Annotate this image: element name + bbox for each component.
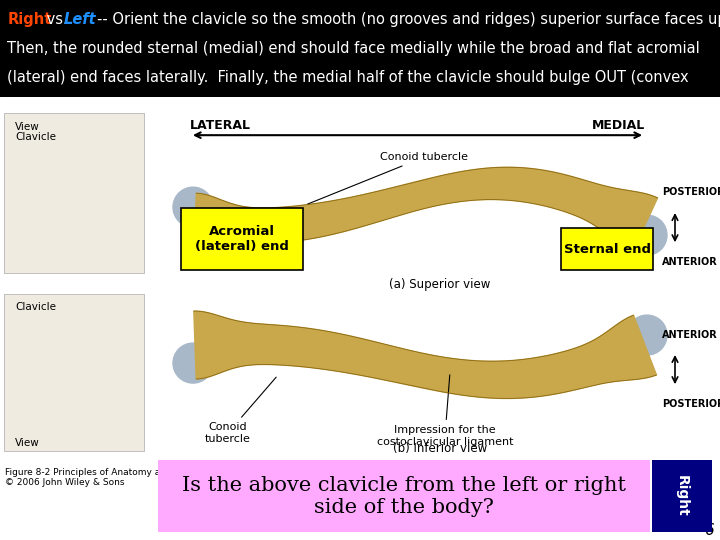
Circle shape bbox=[173, 343, 213, 383]
Text: MEDIAL: MEDIAL bbox=[592, 119, 645, 132]
Text: View: View bbox=[15, 122, 40, 132]
Text: Conoid tubercle: Conoid tubercle bbox=[307, 152, 468, 204]
Text: (a) Superior view: (a) Superior view bbox=[390, 278, 491, 291]
FancyBboxPatch shape bbox=[4, 294, 144, 451]
Text: -- Orient the clavicle so the smooth (no grooves and ridges) superior surface fa: -- Orient the clavicle so the smooth (no… bbox=[97, 12, 720, 26]
Text: Then, the rounded sternal (medial) end should face medially while the broad and : Then, the rounded sternal (medial) end s… bbox=[7, 41, 700, 56]
Polygon shape bbox=[194, 311, 657, 399]
FancyBboxPatch shape bbox=[652, 460, 712, 532]
Text: View: View bbox=[15, 438, 40, 448]
Text: Acromial
(lateral) end: Acromial (lateral) end bbox=[195, 225, 289, 253]
Text: Right: Right bbox=[7, 12, 52, 26]
Text: 6: 6 bbox=[704, 523, 714, 538]
Text: Right: Right bbox=[675, 475, 689, 517]
Text: Figure 8-2 Principles of Anatomy and Physiology, 11/e
© 2006 John Wiley & Sons: Figure 8-2 Principles of Anatomy and Phy… bbox=[5, 468, 249, 488]
Polygon shape bbox=[194, 167, 657, 257]
FancyBboxPatch shape bbox=[4, 113, 144, 273]
Text: vs.: vs. bbox=[42, 12, 72, 26]
Text: ANTERIOR: ANTERIOR bbox=[662, 257, 718, 267]
Text: LATERAL: LATERAL bbox=[190, 119, 251, 132]
Text: Clavicle: Clavicle bbox=[15, 302, 56, 312]
Text: anteriorly) first followed by its lateral half bulges IN (concave posteriorly).: anteriorly) first followed by its latera… bbox=[7, 97, 550, 112]
Circle shape bbox=[627, 215, 667, 255]
Circle shape bbox=[627, 315, 667, 355]
Text: Impression for the
costoclavicular ligament: Impression for the costoclavicular ligam… bbox=[377, 375, 513, 447]
Text: Clavicle: Clavicle bbox=[15, 132, 56, 142]
Text: (lateral) end faces laterally.  Finally, the medial half of the clavicle should : (lateral) end faces laterally. Finally, … bbox=[7, 70, 689, 85]
FancyBboxPatch shape bbox=[181, 208, 303, 270]
Text: Is the above clavicle from the left or right
side of the body?: Is the above clavicle from the left or r… bbox=[182, 476, 626, 517]
Text: Left: Left bbox=[63, 12, 96, 26]
Text: Sternal end: Sternal end bbox=[564, 242, 650, 255]
Text: Conoid
tubercle: Conoid tubercle bbox=[205, 377, 276, 444]
Circle shape bbox=[173, 187, 213, 227]
FancyBboxPatch shape bbox=[158, 460, 650, 532]
FancyBboxPatch shape bbox=[561, 228, 653, 270]
Text: ANTERIOR: ANTERIOR bbox=[662, 330, 718, 340]
Text: POSTERIOR: POSTERIOR bbox=[662, 187, 720, 197]
Text: (b) Inferior view: (b) Inferior view bbox=[393, 442, 487, 455]
Text: POSTERIOR: POSTERIOR bbox=[662, 399, 720, 409]
